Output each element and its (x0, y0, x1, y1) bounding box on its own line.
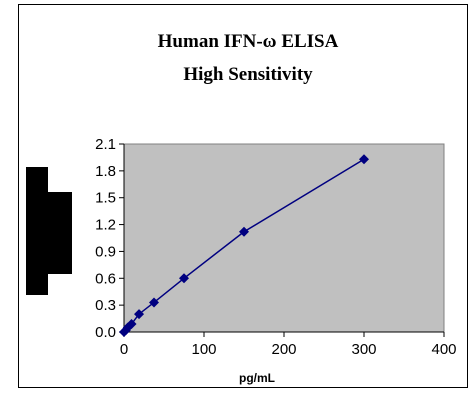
plot-area (123, 143, 445, 333)
x-tick-label: 200 (271, 341, 296, 358)
y-tick-label: 0.0 (95, 324, 116, 341)
chart-title-line2: High Sensitivity (183, 64, 313, 85)
data-point (126, 318, 137, 329)
data-point (179, 273, 189, 284)
data-point (134, 309, 145, 320)
y-axis: 0.0 0.3 0.6 0.9 1.2 1.5 1.8 2.1 (95, 136, 125, 341)
y-axis-label-redaction-inner (48, 192, 72, 274)
data-point (239, 226, 249, 237)
x-tick-label: 400 (431, 341, 456, 358)
series-group (119, 154, 369, 337)
chart-title-line1: Human IFN-ω ELISA (158, 31, 339, 52)
x-axis-label: pg/mL (239, 371, 275, 385)
y-tick-label: 0.6 (95, 270, 116, 287)
data-point (359, 154, 369, 165)
x-tick-label: 300 (351, 341, 376, 358)
x-tick-label: 100 (191, 341, 216, 358)
x-tick-label: 0 (120, 341, 128, 358)
y-axis-label-redaction (26, 167, 48, 295)
y-tick-label: 1.2 (95, 217, 116, 234)
y-tick-label: 0.9 (95, 243, 116, 260)
y-tick-label: 0.3 (95, 297, 116, 314)
y-tick-label: 1.5 (95, 190, 116, 207)
y-tick-label: 1.8 (95, 163, 116, 180)
y-tick-label: 2.1 (95, 136, 116, 153)
data-point (149, 297, 159, 308)
x-axis: 0 100 200 300 400 (120, 331, 457, 358)
